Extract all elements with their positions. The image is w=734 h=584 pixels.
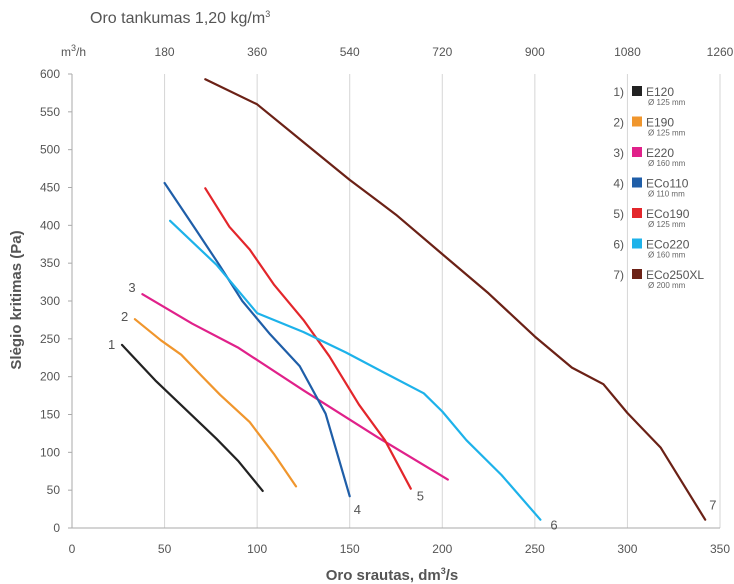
legend-name: ECo190 bbox=[646, 207, 690, 221]
y-tick-label: 300 bbox=[40, 294, 60, 308]
y-tick-label: 450 bbox=[40, 181, 60, 195]
y-tick-label: 200 bbox=[40, 370, 60, 384]
y-tick-label: 400 bbox=[40, 218, 60, 232]
series-line-eco110 bbox=[163, 181, 351, 498]
x-tick-label: 300 bbox=[617, 542, 637, 556]
legend-name: E190 bbox=[646, 116, 674, 130]
top-tick-label: 1080 bbox=[614, 45, 641, 59]
y-tick-label: 100 bbox=[40, 445, 60, 459]
series-line-eco250xl bbox=[204, 78, 707, 521]
y-tick-label: 600 bbox=[40, 67, 60, 81]
legend-number: 5) bbox=[613, 207, 624, 221]
curve-label-5: 5 bbox=[417, 489, 424, 504]
legend-swatch bbox=[632, 86, 642, 96]
top-axis-unit: m3/h bbox=[61, 43, 86, 59]
y-tick-label: 350 bbox=[40, 256, 60, 270]
series-line-eco220 bbox=[169, 219, 542, 521]
legend-swatch bbox=[632, 269, 642, 279]
series-line-e190 bbox=[133, 318, 298, 488]
legend-swatch bbox=[632, 177, 642, 188]
legend-number: 1) bbox=[613, 85, 624, 99]
series-line-e220 bbox=[141, 293, 449, 481]
curve-label-1: 1 bbox=[108, 337, 115, 352]
legend-number: 2) bbox=[613, 116, 624, 130]
legend-name: ECo220 bbox=[646, 238, 690, 252]
y-axis-label: Slėgio kritimas (Pa) bbox=[8, 230, 25, 369]
curve-label-2: 2 bbox=[121, 309, 128, 324]
x-tick-label: 200 bbox=[432, 542, 452, 556]
legend-number: 7) bbox=[613, 268, 624, 282]
legend-name: E220 bbox=[646, 146, 674, 160]
legend-diameter: Ø 160 mm bbox=[648, 159, 686, 168]
top-tick-label: 360 bbox=[247, 45, 267, 59]
legend-name: ECo250XL bbox=[646, 268, 704, 282]
y-tick-label: 150 bbox=[40, 408, 60, 422]
curve-label-6: 6 bbox=[550, 518, 557, 533]
series-line-eco190 bbox=[204, 187, 412, 490]
curve-label-7: 7 bbox=[709, 498, 716, 513]
grid bbox=[164, 74, 721, 528]
legend-diameter: Ø 160 mm bbox=[648, 251, 686, 260]
curve-labels: 123 4 5 6 7 bbox=[108, 280, 716, 532]
legend-number: 6) bbox=[613, 238, 624, 252]
series-line-e120 bbox=[120, 343, 264, 492]
axes: 0 50 100 150 200 250 300 350 400 450 500 550 600 0 50 1… bbox=[40, 45, 734, 556]
legend-name: E120 bbox=[646, 85, 674, 99]
series-lines bbox=[120, 78, 707, 521]
top-tick-label: 900 bbox=[525, 45, 545, 59]
top-tick-label: 180 bbox=[155, 45, 175, 59]
y-tick-label: 0 bbox=[53, 521, 60, 535]
top-tick-label: 1260 bbox=[707, 45, 734, 59]
y-tick-label: 550 bbox=[40, 105, 60, 119]
legend-swatch bbox=[632, 147, 642, 157]
curve-label-4: 4 bbox=[354, 502, 361, 517]
x-axis-label: Oro srautas, dm3/s bbox=[326, 566, 459, 584]
top-tick-label: 720 bbox=[432, 45, 452, 59]
top-tick-label: 540 bbox=[340, 45, 360, 59]
y-tick-label: 250 bbox=[40, 332, 60, 346]
legend-diameter: Ø 110 mm bbox=[648, 190, 685, 199]
legend-number: 3) bbox=[613, 146, 624, 160]
legend-number: 4) bbox=[613, 177, 624, 191]
legend-name: ECo110 bbox=[646, 177, 689, 191]
legend-swatch bbox=[632, 208, 642, 218]
legend-diameter: Ø 125 mm bbox=[648, 98, 686, 107]
legend-swatch bbox=[632, 116, 642, 127]
x-tick-label: 100 bbox=[247, 542, 267, 556]
y-tick-label: 50 bbox=[47, 483, 61, 497]
legend-diameter: Ø 200 mm bbox=[648, 281, 686, 290]
x-tick-label: 150 bbox=[340, 542, 360, 556]
top-title: Oro tankumas 1,20 kg/m3 bbox=[90, 9, 270, 27]
x-tick-label: 350 bbox=[710, 542, 730, 556]
x-tick-label: 0 bbox=[69, 542, 76, 556]
curve-label-3: 3 bbox=[128, 280, 135, 295]
y-tick-label: 500 bbox=[40, 143, 60, 157]
legend-diameter: Ø 125 mm bbox=[648, 129, 686, 138]
legend-diameter: Ø 125 mm bbox=[648, 220, 686, 229]
x-tick-label: 250 bbox=[525, 542, 545, 556]
legend-swatch bbox=[632, 238, 642, 249]
x-tick-label: 50 bbox=[158, 542, 172, 556]
